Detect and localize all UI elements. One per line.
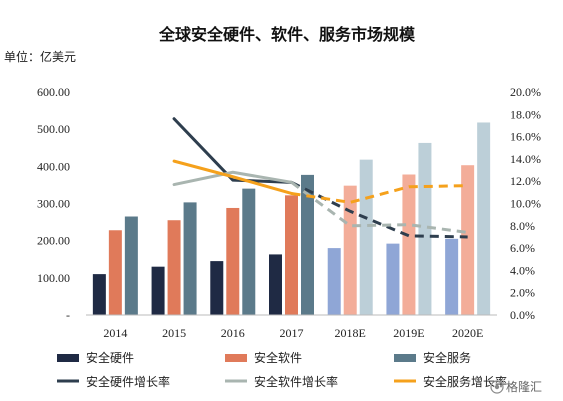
legend-label: 安全服务 xyxy=(423,350,471,365)
left-tick-label: 500.00 xyxy=(37,122,70,136)
left-tick-label: 100.00 xyxy=(37,271,70,285)
bar-s2-2016 xyxy=(242,188,256,315)
legend-swatch-bar xyxy=(394,354,416,362)
legend-label: 安全硬件 xyxy=(86,350,134,365)
right-tick-label: 18.0% xyxy=(510,107,541,121)
x-tick-label: 2014 xyxy=(103,326,127,340)
bar-s1-2020E xyxy=(461,165,475,315)
right-axis-ticks: 0.0% 2.0% 4.0% 6.0% 8.0% 10.0% 12.0% 14.0% 16.0%… xyxy=(510,85,541,322)
legend-label: 安全硬件增长率 xyxy=(86,374,170,389)
line-2-solid xyxy=(172,159,293,195)
watermark-logo-dot xyxy=(494,384,500,390)
bar-s1-2014 xyxy=(108,230,122,315)
watermark-text: 格隆汇 xyxy=(506,379,542,394)
bar-s1-2017 xyxy=(285,195,298,315)
legend-label: 安全软件增长率 xyxy=(254,374,338,389)
bar-s2-2014 xyxy=(124,216,138,315)
x-tick-label: 2017 xyxy=(280,326,304,340)
bars-layer xyxy=(92,122,491,315)
legend-label: 安全软件 xyxy=(254,350,302,365)
bar-s0-2019E xyxy=(386,243,400,315)
left-tick-label: 300.00 xyxy=(37,197,70,211)
watermark: 格隆汇 xyxy=(490,379,542,394)
right-tick-label: 10.0% xyxy=(510,197,541,211)
unit-label: 单位：亿美元 xyxy=(4,49,76,64)
left-tick-label: - xyxy=(66,308,70,322)
bar-s2-2017 xyxy=(301,174,314,315)
x-tick-label: 2016 xyxy=(221,326,245,340)
legend-swatch-bar xyxy=(225,354,247,362)
legend-swatch-bar xyxy=(57,354,79,362)
bar-s1-2015 xyxy=(167,220,181,315)
bar-s0-2017 xyxy=(269,254,282,315)
bar-s0-2014 xyxy=(92,274,106,315)
bar-s0-2018E xyxy=(327,248,341,315)
chart-title: 全球安全硬件、软件、服务市场规模 xyxy=(158,25,416,44)
line-1-dashed xyxy=(290,181,468,234)
watermark-logo-icon xyxy=(490,380,504,394)
right-tick-label: 8.0% xyxy=(510,219,535,233)
bar-s2-2019E xyxy=(418,142,432,315)
bar-s0-2020E xyxy=(445,238,459,315)
right-tick-label: 4.0% xyxy=(510,263,535,277)
bar-s2-2018E xyxy=(359,159,373,315)
x-tick-label: 2015 xyxy=(162,326,186,340)
right-tick-label: 14.0% xyxy=(510,152,541,166)
left-axis-ticks: - 100.00 200.00 300.00 400.00 500.00 600.00 xyxy=(37,85,70,322)
left-tick-label: 200.00 xyxy=(37,234,70,248)
lines-layer xyxy=(172,117,468,239)
legend-label: 安全服务增长率 xyxy=(423,374,507,389)
bar-s0-2016 xyxy=(210,261,224,315)
x-axis-ticks: 2014 2015 2016 2017 2018E 2019E 2020E xyxy=(103,326,483,340)
right-tick-label: 6.0% xyxy=(510,241,535,255)
right-tick-label: 16.0% xyxy=(510,130,541,144)
line-0-solid xyxy=(172,117,293,184)
line-2-dashed xyxy=(291,184,468,204)
left-tick-label: 400.00 xyxy=(37,159,70,173)
x-tick-label: 2018E xyxy=(335,326,366,340)
x-tick-label: 2020E xyxy=(452,326,483,340)
left-tick-label: 600.00 xyxy=(37,85,70,99)
right-tick-label: 2.0% xyxy=(510,286,535,300)
bar-s2-2020E xyxy=(477,122,491,315)
x-tick-label: 2019E xyxy=(393,326,424,340)
bar-s0-2015 xyxy=(151,266,165,315)
right-tick-label: 20.0% xyxy=(510,85,541,99)
line-0-dashed xyxy=(290,180,468,239)
bar-s1-2018E xyxy=(343,185,357,315)
right-tick-label: 0.0% xyxy=(510,308,535,322)
line-1-solid xyxy=(172,170,293,187)
bar-s2-2015 xyxy=(183,202,197,315)
bar-s1-2016 xyxy=(226,207,240,315)
right-tick-label: 12.0% xyxy=(510,174,541,188)
bar-s1-2019E xyxy=(402,174,416,315)
